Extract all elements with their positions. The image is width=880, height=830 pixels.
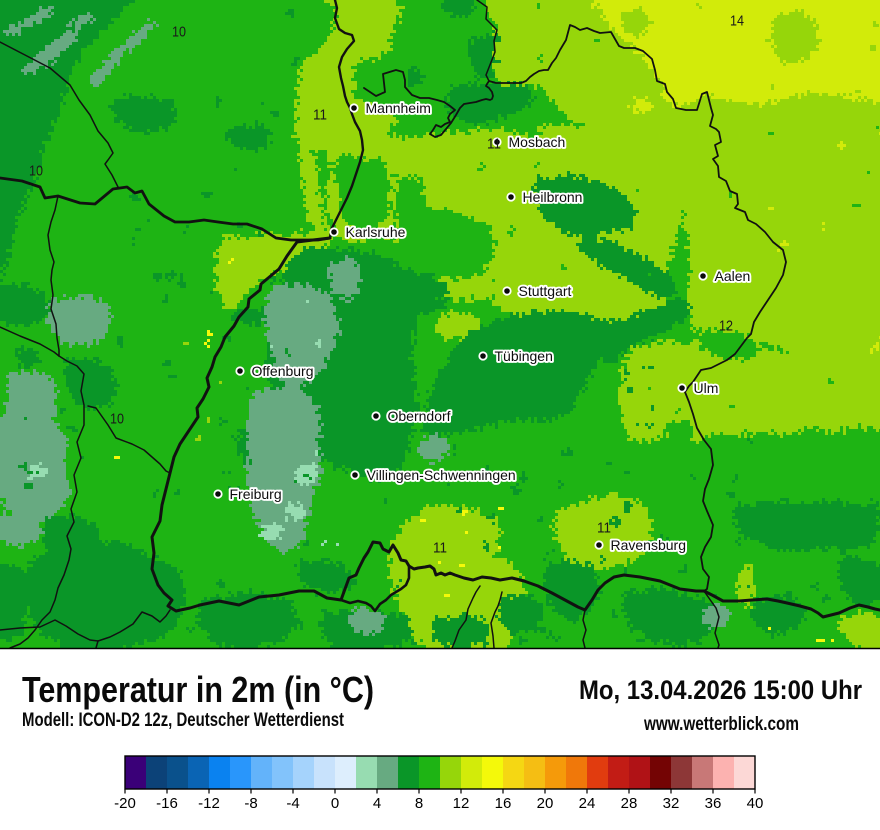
svg-text:Ravensburg: Ravensburg [611, 537, 687, 553]
svg-text:11: 11 [487, 136, 501, 153]
svg-text:Mannheim: Mannheim [366, 100, 431, 116]
svg-text:40: 40 [747, 795, 764, 812]
svg-text:0: 0 [331, 795, 339, 812]
svg-text:www.wetterblick.com: www.wetterblick.com [643, 714, 799, 735]
svg-text:10: 10 [29, 163, 43, 180]
svg-text:Karlsruhe: Karlsruhe [346, 224, 406, 240]
svg-text:Oberndorf: Oberndorf [388, 408, 451, 424]
svg-text:Villingen-Schwenningen: Villingen-Schwenningen [367, 467, 516, 483]
svg-text:-20: -20 [114, 795, 136, 812]
svg-text:Tübingen: Tübingen [495, 348, 553, 364]
svg-text:Heilbronn: Heilbronn [523, 189, 583, 205]
svg-text:14: 14 [730, 13, 744, 30]
svg-text:32: 32 [663, 795, 680, 812]
svg-text:11: 11 [433, 540, 447, 557]
svg-text:Ulm: Ulm [694, 380, 719, 396]
svg-text:-8: -8 [244, 795, 257, 812]
svg-text:12: 12 [719, 318, 733, 335]
svg-text:24: 24 [579, 795, 596, 812]
svg-text:4: 4 [373, 795, 381, 812]
svg-text:-4: -4 [286, 795, 299, 812]
svg-text:16: 16 [495, 795, 512, 812]
svg-text:20: 20 [537, 795, 554, 812]
svg-text:Mosbach: Mosbach [509, 134, 566, 150]
svg-text:Offenburg: Offenburg [252, 363, 314, 379]
svg-text:-16: -16 [156, 795, 178, 812]
svg-text:Modell: ICON-D2 12z, Deutscher: Modell: ICON-D2 12z, Deutscher Wetterdie… [22, 710, 345, 731]
svg-text:-12: -12 [198, 795, 220, 812]
svg-text:Temperatur in 2m (in °C): Temperatur in 2m (in °C) [22, 669, 374, 710]
svg-text:10: 10 [110, 411, 124, 428]
svg-text:Freiburg: Freiburg [230, 486, 282, 502]
svg-text:11: 11 [313, 107, 327, 124]
svg-text:Mo, 13.04.2026 15:00 Uhr: Mo, 13.04.2026 15:00 Uhr [579, 675, 862, 705]
svg-text:8: 8 [415, 795, 423, 812]
svg-text:Stuttgart: Stuttgart [519, 283, 572, 299]
svg-text:28: 28 [621, 795, 638, 812]
svg-text:36: 36 [705, 795, 722, 812]
svg-text:10: 10 [172, 24, 186, 41]
svg-text:11: 11 [597, 520, 611, 537]
svg-text:12: 12 [453, 795, 470, 812]
svg-text:Aalen: Aalen [715, 268, 751, 284]
